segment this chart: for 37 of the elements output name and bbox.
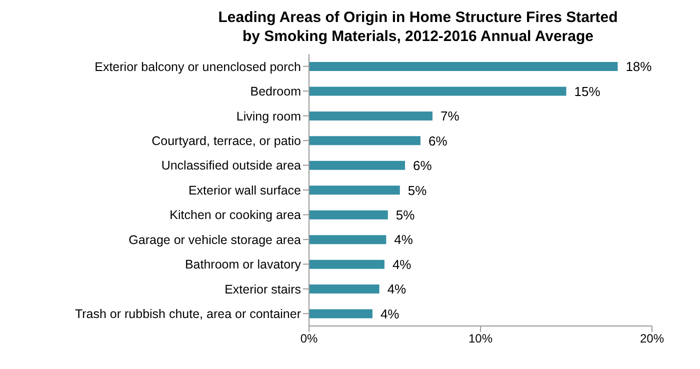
bar [309, 309, 372, 318]
chart-title: Leading Areas of Origin in Home Structure Fires Started by Smoking Materials, 2012-2016 Annual Average [217, 8, 619, 46]
data-label: 4% [392, 256, 412, 272]
data-label: 5% [396, 207, 416, 222]
bar [309, 111, 432, 120]
y-tick-label: Living room [236, 109, 301, 124]
bar [309, 284, 380, 294]
y-tick-label: Bedroom [250, 84, 301, 99]
y-tick-label: Courtyard, terrace, or patio [152, 134, 302, 148]
y-tick-label: Exterior stairs [224, 282, 301, 296]
bar [309, 160, 406, 170]
bar [309, 186, 400, 195]
x-tick-label: 20% [640, 332, 664, 346]
y-tick-label: Exterior wall surface [188, 183, 302, 198]
data-label: 4% [387, 282, 407, 297]
x-tick-label: 10% [468, 332, 493, 346]
y-tick-label: Trash or rubbish chute, area or container [74, 307, 301, 322]
y-tick-label: Exterior balcony or unenclosed porch [94, 60, 302, 74]
data-label: 15% [574, 84, 601, 99]
data-label: 4% [380, 306, 400, 322]
bar [309, 86, 566, 96]
data-label: 6% [413, 158, 432, 174]
data-label: 6% [428, 133, 448, 148]
y-tick-label: Garage or vehicle storage area [128, 232, 302, 247]
bar [309, 210, 388, 220]
y-tick-label: Bathroom or lavatory [184, 258, 302, 272]
y-tick-label: Kitchen or cooking area [170, 208, 302, 222]
bar [309, 235, 386, 244]
data-label: 7% [440, 108, 460, 124]
bar [309, 260, 384, 269]
bar [309, 136, 420, 146]
y-tick-label: Unclassified outside area [161, 158, 302, 173]
data-label: 18% [626, 59, 652, 74]
x-tick-label: 0% [300, 332, 318, 346]
data-label: 4% [394, 232, 414, 248]
bar [309, 62, 618, 71]
data-label: 5% [408, 182, 428, 198]
